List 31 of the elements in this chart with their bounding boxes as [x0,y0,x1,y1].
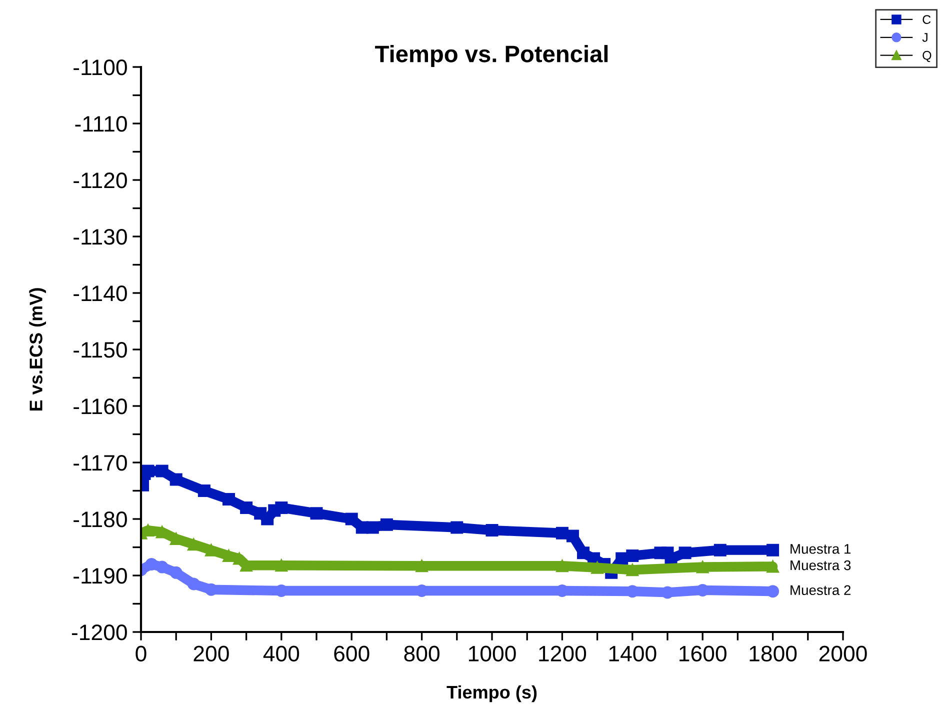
y-tick-label: -1200 [72,624,127,640]
y-tick-label: -1160 [74,398,127,414]
x-tick-label: 200 [194,646,229,662]
x-tick-label: 400 [263,646,300,662]
legend-label: Q [922,50,932,62]
x-tick-label: 0 [136,646,146,662]
y-tick-label: -1170 [74,455,127,471]
x-tick-label: 1000 [468,646,516,662]
y-tick-label: -1190 [74,568,127,584]
annotation: Muestra 3 [790,560,851,570]
y-tick-label: -1140 [74,286,127,302]
x-axis-title: Tiempo (s) [446,685,537,702]
y-tick-label: -1100 [74,60,127,76]
legend-label: J [922,33,928,42]
x-tick-label: 2000 [819,646,867,662]
x-tick-label: 1800 [750,646,797,662]
x-tick-label: 600 [334,646,370,662]
legend-label: C [922,15,931,24]
annotation: Muestra 2 [790,585,851,596]
x-tick-label: 1600 [680,646,726,662]
x-tick-label: 1200 [539,646,586,662]
y-axis-title: E vs.ECS (mV) [29,288,46,411]
y-tick-label: -1180 [74,512,127,528]
y-tick-label: -1110 [75,116,127,132]
x-tick-label: 800 [404,646,440,662]
y-tick-label: -1150 [74,342,127,358]
chart-title: Tiempo vs. Potencial [375,44,608,67]
y-tick-label: -1130 [74,229,127,245]
y-tick-label: -1120 [74,172,127,188]
annotation: Muestra 1 [790,544,851,554]
x-tick-label: 1400 [609,646,656,662]
